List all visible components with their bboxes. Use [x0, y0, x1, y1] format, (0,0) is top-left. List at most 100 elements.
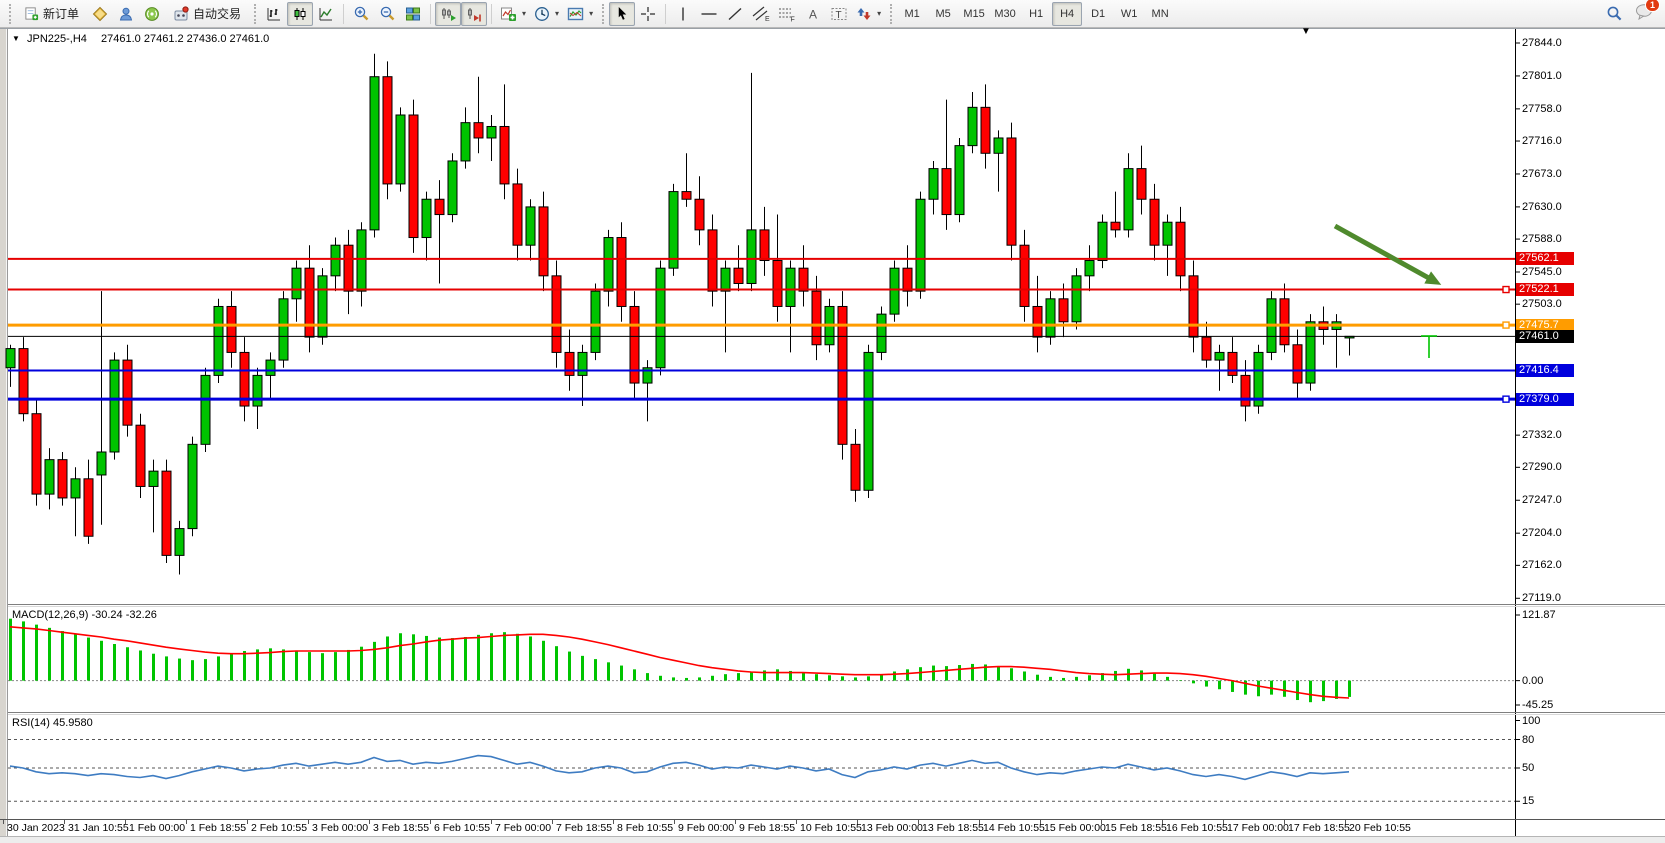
candle-body [1006, 137, 1017, 246]
text-label-button[interactable]: T [826, 2, 852, 26]
bar-chart-icon [267, 7, 281, 20]
signals-button[interactable] [139, 2, 165, 26]
candle-body [369, 76, 380, 231]
candle-body [837, 305, 848, 445]
zoom-out-button[interactable] [374, 2, 400, 26]
candle-body [590, 290, 601, 353]
toolbar-grip [254, 3, 257, 24]
zoom-in-icon [354, 6, 368, 21]
candlestick-icon [294, 7, 306, 20]
candle-body [70, 478, 81, 499]
candle-body [850, 443, 861, 491]
candle-body [148, 470, 159, 487]
timeframe-m30[interactable]: M30 [990, 2, 1020, 26]
candle-body [1123, 168, 1134, 231]
candle-body [1227, 351, 1238, 376]
timeframe-group: M1 M5 M15 M30 H1 H4 D1 W1 MN [897, 1, 1175, 26]
candle-body [746, 229, 757, 284]
autotrading-icon [174, 5, 189, 20]
text-label-icon: T [831, 7, 847, 21]
timeframe-mn[interactable]: MN [1145, 2, 1175, 26]
search-icon [1607, 6, 1621, 21]
cursor-button[interactable] [609, 1, 636, 26]
equidistant-channel-button[interactable]: E [748, 2, 774, 26]
timeframe-m5[interactable]: M5 [928, 2, 958, 26]
fibonacci-button[interactable]: F [774, 2, 800, 26]
candle-body [226, 305, 237, 353]
trendline-button[interactable] [722, 2, 748, 26]
cursor-icon [618, 6, 626, 20]
svg-text:F: F [791, 16, 795, 22]
candle-body [928, 168, 939, 200]
text-button[interactable]: A [800, 2, 826, 26]
tile-windows-button[interactable] [400, 2, 426, 26]
candle-body [1305, 321, 1316, 384]
toolbar-separator [430, 3, 432, 24]
toolbar-grip [890, 3, 893, 24]
zoom-out-icon [380, 6, 394, 21]
candle-body [694, 198, 705, 231]
horizontal-line-button[interactable] [696, 2, 722, 26]
candle-body [954, 145, 965, 216]
new-order-button[interactable]: 新订单 [16, 2, 87, 26]
candle-body [96, 451, 107, 476]
candle-body [421, 198, 432, 239]
autotrading-button[interactable]: 自动交易 [165, 2, 249, 26]
candle-body [538, 206, 549, 277]
line-chart-button[interactable] [313, 2, 339, 26]
metaeditor-icon [92, 6, 108, 21]
candle-body [616, 237, 627, 307]
trendline-icon [728, 7, 742, 20]
candle-body [343, 244, 354, 292]
toolbar-grip [602, 3, 605, 24]
auto-scroll-button[interactable] [435, 1, 462, 26]
candle-body [1253, 351, 1264, 407]
candle-body [512, 183, 523, 246]
line-handle [1502, 395, 1510, 403]
candle-body [57, 459, 68, 499]
candle-body [1292, 344, 1303, 384]
templates-button[interactable]: ▾ [563, 2, 597, 26]
signals-icon [145, 6, 159, 21]
candle-body [252, 374, 263, 407]
metaeditor-button[interactable] [87, 2, 113, 26]
candle-body [1097, 221, 1108, 262]
candlestick-button[interactable] [287, 1, 314, 26]
candle-body [460, 122, 471, 162]
candle-body [1045, 298, 1056, 338]
candle-body [668, 191, 679, 269]
notifications-chat[interactable]: 1 [1635, 0, 1660, 25]
autotrading-label: 自动交易 [193, 7, 242, 21]
candle-body [408, 114, 419, 239]
tile-windows-icon [406, 7, 421, 20]
timeframe-m1[interactable]: M1 [897, 2, 927, 26]
candle-body [798, 267, 809, 292]
candle-body [1214, 351, 1225, 361]
timeframe-d1[interactable]: D1 [1083, 2, 1113, 26]
candle-body [265, 359, 276, 376]
indicators-button[interactable]: ▾ [496, 2, 530, 26]
timeframe-w1[interactable]: W1 [1114, 2, 1144, 26]
crosshair-button[interactable] [635, 2, 661, 26]
zoom-in-button[interactable] [348, 2, 374, 26]
candle-body [1240, 374, 1251, 407]
timeframe-h1[interactable]: H1 [1021, 2, 1051, 26]
new-order-label: 新订单 [43, 7, 80, 21]
bar-chart-button[interactable] [261, 2, 287, 26]
candle-body [1279, 298, 1290, 346]
new-order-icon [25, 7, 39, 21]
timeframe-h4[interactable]: H4 [1052, 1, 1083, 26]
community-button[interactable] [113, 2, 139, 26]
candle-body [720, 267, 731, 292]
candle-body [1175, 221, 1186, 277]
vertical-line-button[interactable] [670, 2, 696, 26]
crosshair-icon [641, 6, 656, 21]
timeframe-m15[interactable]: M15 [959, 2, 989, 26]
arrows-button[interactable]: ▾ [852, 2, 885, 26]
candle-body [655, 267, 666, 369]
periods-button[interactable]: ▾ [530, 2, 563, 26]
chart-shift-button[interactable] [461, 1, 488, 26]
candle-body [980, 106, 991, 154]
search-button[interactable] [1601, 2, 1627, 26]
